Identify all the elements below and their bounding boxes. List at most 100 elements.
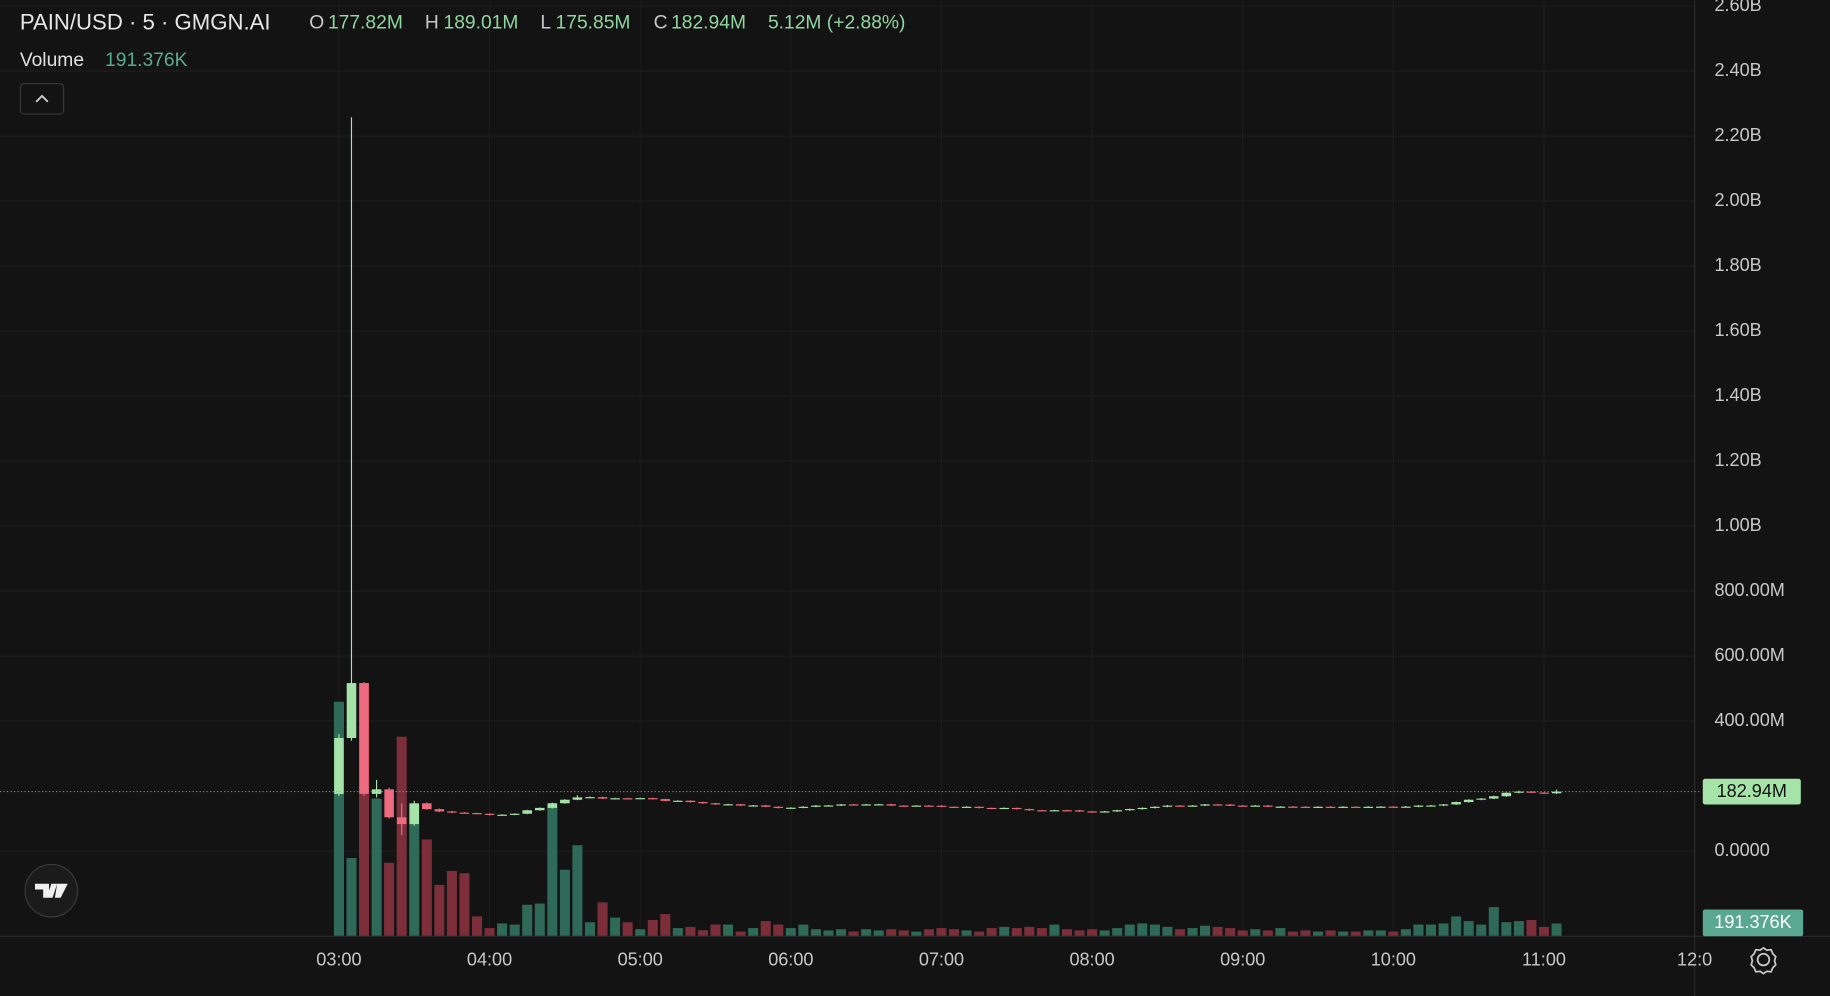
volume-bar bbox=[685, 926, 696, 937]
candle-body bbox=[597, 797, 608, 799]
candle-body bbox=[1074, 810, 1085, 812]
candle-body bbox=[1363, 806, 1374, 808]
x-tick-label: 08:00 bbox=[1069, 950, 1114, 970]
candle-body bbox=[1175, 805, 1185, 807]
volume-bar bbox=[1174, 929, 1185, 937]
candle-body bbox=[396, 817, 407, 825]
volume-bar bbox=[1036, 928, 1047, 937]
close-value: 182.94M bbox=[671, 13, 746, 34]
volume-bar bbox=[823, 930, 834, 937]
candle-body bbox=[1514, 791, 1524, 793]
volume-bar bbox=[1275, 928, 1286, 937]
candle-body bbox=[434, 809, 445, 812]
candle-body bbox=[1288, 806, 1298, 808]
collapse-button-frame[interactable] bbox=[19, 83, 65, 115]
candle-body bbox=[1463, 799, 1474, 803]
volume-bar bbox=[1074, 930, 1085, 937]
volume-bar bbox=[622, 922, 633, 937]
volume-bar bbox=[1011, 928, 1022, 937]
volume-bar bbox=[346, 858, 357, 937]
volume-bar bbox=[748, 928, 759, 937]
high-value: 189.01M bbox=[443, 13, 518, 34]
candle-body bbox=[346, 683, 357, 738]
candle-body bbox=[1237, 805, 1248, 807]
logo-mark[interactable] bbox=[35, 883, 68, 898]
candle-body bbox=[509, 813, 520, 815]
candle-body bbox=[1099, 811, 1110, 813]
volume-bar bbox=[446, 870, 457, 937]
last-volume-box bbox=[1702, 909, 1804, 937]
close-label: C bbox=[654, 13, 668, 34]
volume-bar bbox=[1262, 930, 1273, 937]
candle-body bbox=[359, 683, 369, 794]
y-tick-label: 2.00B bbox=[1714, 190, 1761, 210]
candle-body bbox=[811, 805, 821, 807]
volume-bar bbox=[1287, 931, 1298, 937]
volume-bar bbox=[710, 924, 721, 937]
candle-body bbox=[1300, 806, 1311, 808]
volume-bar bbox=[974, 931, 985, 937]
volume-bar bbox=[1388, 931, 1399, 937]
candle-body bbox=[1263, 805, 1273, 807]
y-tick-label: 1.00B bbox=[1714, 515, 1761, 535]
candle-body bbox=[635, 798, 645, 800]
volume-bar bbox=[999, 926, 1010, 937]
candle-body bbox=[534, 807, 545, 811]
candle-body bbox=[409, 803, 420, 825]
settings-icon[interactable] bbox=[1750, 946, 1777, 975]
volume-bar bbox=[1488, 907, 1499, 937]
volume-bar bbox=[697, 930, 708, 937]
settings-button[interactable] bbox=[1750, 946, 1777, 975]
y-tick-label: 400.00M bbox=[1714, 710, 1784, 730]
y-tick-label: 600.00M bbox=[1714, 645, 1784, 665]
price-pane bbox=[0, 117, 1695, 835]
volume-bar bbox=[1149, 924, 1160, 937]
candle-body bbox=[848, 804, 859, 806]
open-label: O bbox=[309, 13, 324, 34]
candle-body bbox=[698, 802, 708, 804]
collapse-button[interactable] bbox=[19, 83, 65, 115]
volume-bar bbox=[1451, 916, 1462, 937]
volume-bar bbox=[547, 805, 558, 937]
volume-bar bbox=[371, 798, 382, 937]
candle-body bbox=[447, 811, 457, 813]
volume-bar bbox=[798, 924, 809, 937]
volume-bar bbox=[1400, 929, 1411, 937]
volume-bar bbox=[948, 929, 960, 937]
collapse-icon[interactable] bbox=[35, 94, 49, 103]
candle-body bbox=[622, 798, 633, 800]
volume-bar bbox=[735, 931, 746, 937]
candle-body bbox=[647, 798, 658, 800]
volume-pane bbox=[333, 683, 1562, 937]
symbol: PAIN/USD · 5 · GMGN.AI bbox=[20, 9, 271, 34]
volume-bar bbox=[961, 930, 972, 937]
change-value: 5.12M (+2.88%) bbox=[768, 13, 906, 34]
volume-bar bbox=[1551, 923, 1562, 937]
y-tick-label: 1.60B bbox=[1714, 320, 1761, 340]
volume-bar bbox=[635, 929, 646, 937]
candle-body bbox=[585, 797, 595, 799]
x-tick-label: 12:0 bbox=[1677, 950, 1712, 970]
volume-bar bbox=[333, 701, 344, 937]
x-tick-label: 06:00 bbox=[768, 950, 813, 970]
candle-body bbox=[1551, 791, 1562, 794]
high-label: H bbox=[425, 13, 439, 34]
candle-body bbox=[760, 805, 771, 807]
logo[interactable] bbox=[24, 863, 79, 918]
volume-bar bbox=[810, 929, 821, 937]
low-value: 175.85M bbox=[556, 13, 631, 34]
candle-body bbox=[522, 810, 532, 814]
settings-icon-center[interactable] bbox=[1756, 952, 1771, 967]
volume-bar bbox=[1162, 926, 1173, 937]
volume-bar bbox=[1137, 923, 1148, 937]
volume-bar bbox=[1087, 929, 1098, 937]
volume-bar bbox=[572, 845, 583, 937]
candle-body bbox=[1049, 810, 1060, 812]
candle-body bbox=[1376, 806, 1386, 808]
candle-body bbox=[1225, 804, 1235, 806]
volume-bar bbox=[1313, 931, 1324, 937]
candle-body bbox=[422, 803, 432, 810]
candle-body bbox=[823, 805, 834, 807]
volume-bar bbox=[660, 914, 671, 937]
